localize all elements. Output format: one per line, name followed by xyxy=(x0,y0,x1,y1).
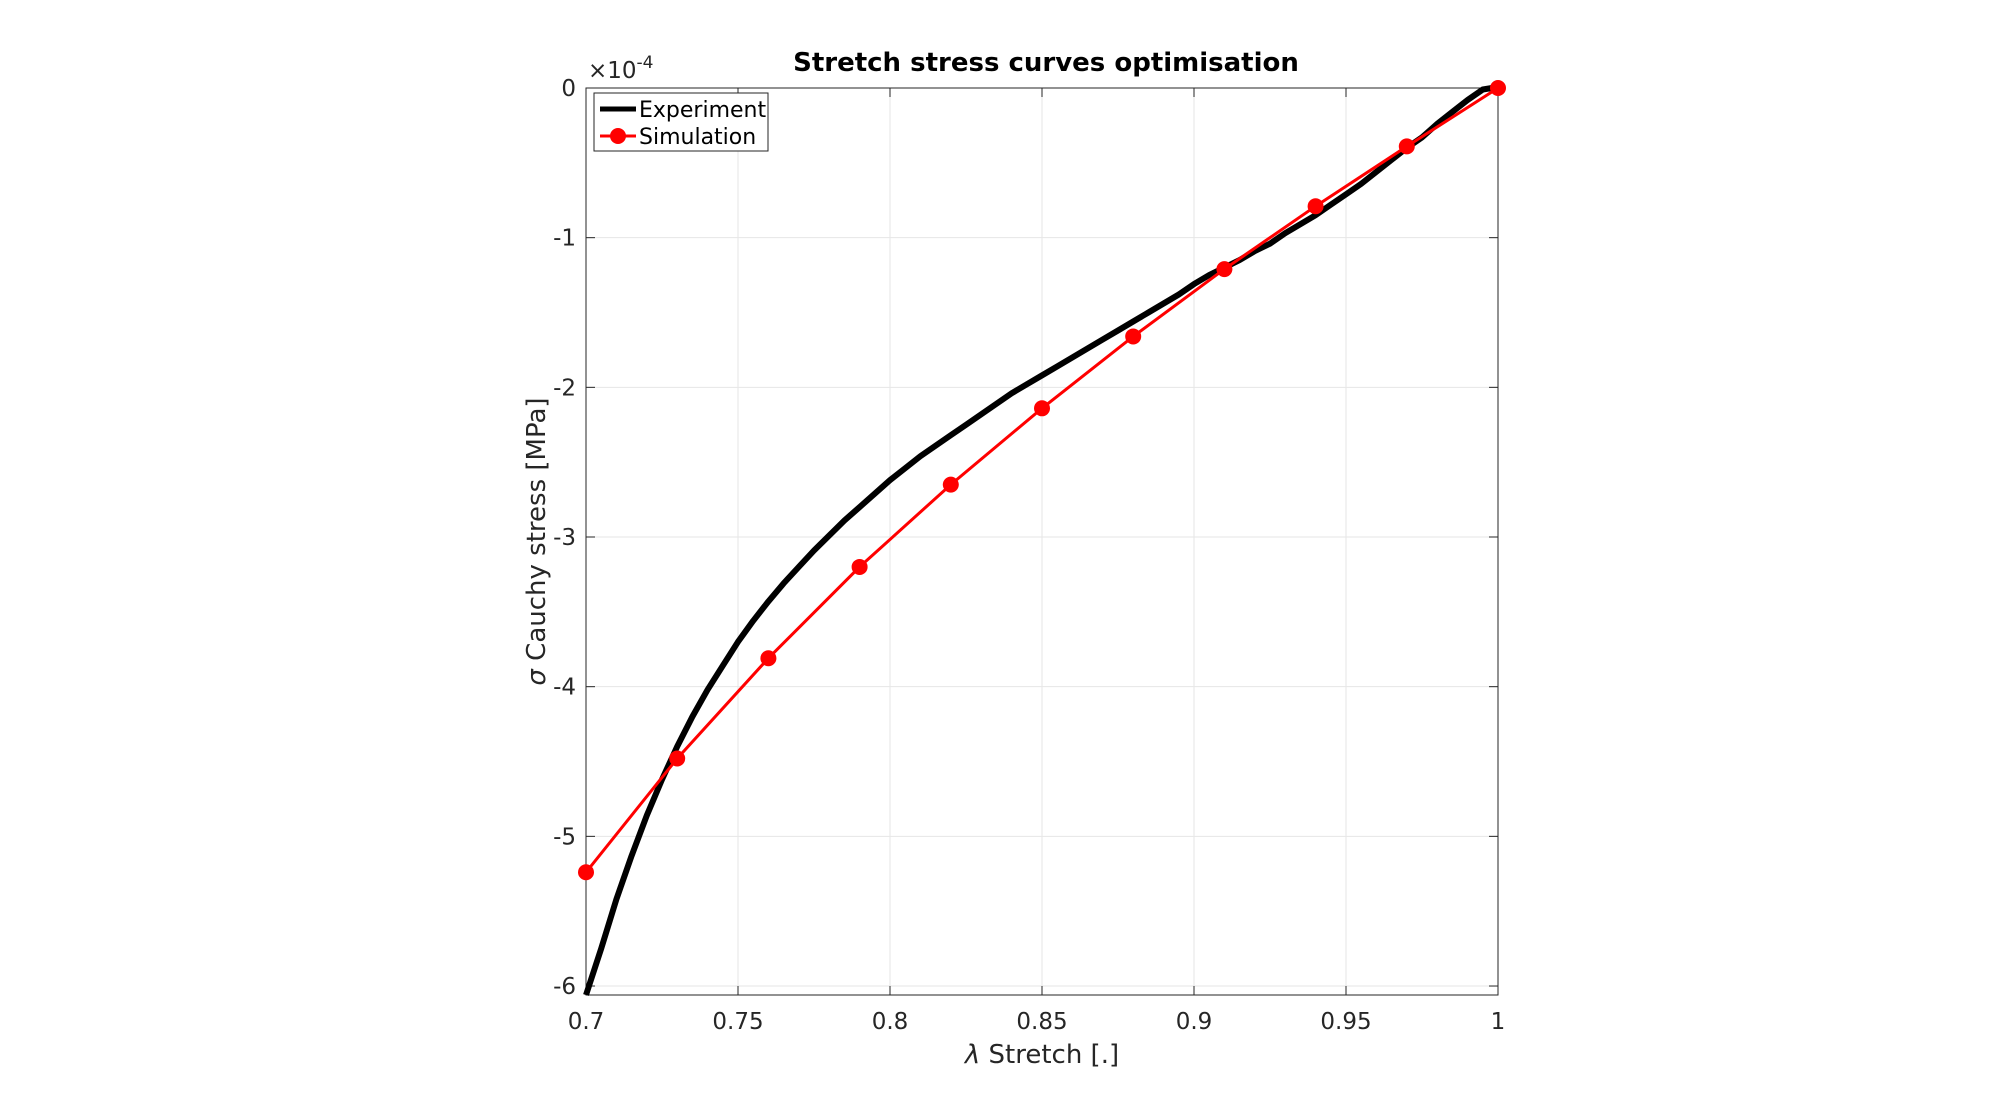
simulation-point xyxy=(1125,328,1142,345)
x-tick-label: 1 xyxy=(1491,1009,1506,1035)
simulation-point xyxy=(1490,80,1506,96)
simulation-point xyxy=(669,750,686,767)
simulation-point xyxy=(760,650,777,667)
axis-ticks: 0.7 0.75 0.8 0.85 0.9 0.95 1 0 -1 -2 -3 -4 -5 -6 xyxy=(553,76,1505,1035)
x-tick-label: 0.75 xyxy=(712,1009,763,1035)
simulation-point xyxy=(851,558,868,575)
x-tick-label: 0.8 xyxy=(872,1009,909,1035)
y-tick-label: -2 xyxy=(553,375,576,401)
y-tick-label: -4 xyxy=(553,675,576,701)
y-tick-label: -3 xyxy=(553,525,576,551)
x-tick-label: 0.95 xyxy=(1320,1009,1371,1035)
x-axis-label: λ Stretch [.] xyxy=(963,1040,1119,1070)
experiment-line xyxy=(583,85,1498,996)
simulation-point xyxy=(1398,138,1415,155)
legend-simulation-marker xyxy=(610,128,626,144)
y-tick-label: -6 xyxy=(553,974,576,1000)
simulation-point xyxy=(942,476,959,493)
y-axis-title: Cauchy stress [MPa] xyxy=(522,397,552,660)
x-tick-label: 0.7 xyxy=(568,1009,605,1035)
x-tick-label: 0.9 xyxy=(1176,1009,1213,1035)
y-axis-label: σ Cauchy stress [MPa] xyxy=(522,397,552,685)
y-axis-symbol: σ xyxy=(522,668,552,686)
legend-simulation-label: Simulation xyxy=(639,125,756,150)
y-tick-label: 0 xyxy=(561,76,576,102)
x-axis-title: Stretch [.] xyxy=(989,1040,1120,1070)
y-axis-exponent-label: ×10-4 xyxy=(588,53,654,84)
simulation-point xyxy=(1307,198,1324,215)
simulation-point xyxy=(1216,261,1233,278)
y-tick-label: -5 xyxy=(553,824,576,850)
y-exponent-base: ×10 xyxy=(588,58,637,84)
x-axis-symbol: λ xyxy=(963,1040,980,1070)
simulation-point xyxy=(1034,400,1050,417)
legend: Experiment Simulation xyxy=(593,92,769,152)
x-tick-label: 0.85 xyxy=(1016,1009,1067,1035)
y-exponent-power: -4 xyxy=(637,53,654,73)
data-series xyxy=(578,80,1506,996)
simulation-point xyxy=(578,864,594,881)
y-tick-label: -1 xyxy=(553,226,576,252)
legend-experiment-label: Experiment xyxy=(639,98,766,123)
chart-title: Stretch stress curves optimisation xyxy=(793,48,1299,78)
